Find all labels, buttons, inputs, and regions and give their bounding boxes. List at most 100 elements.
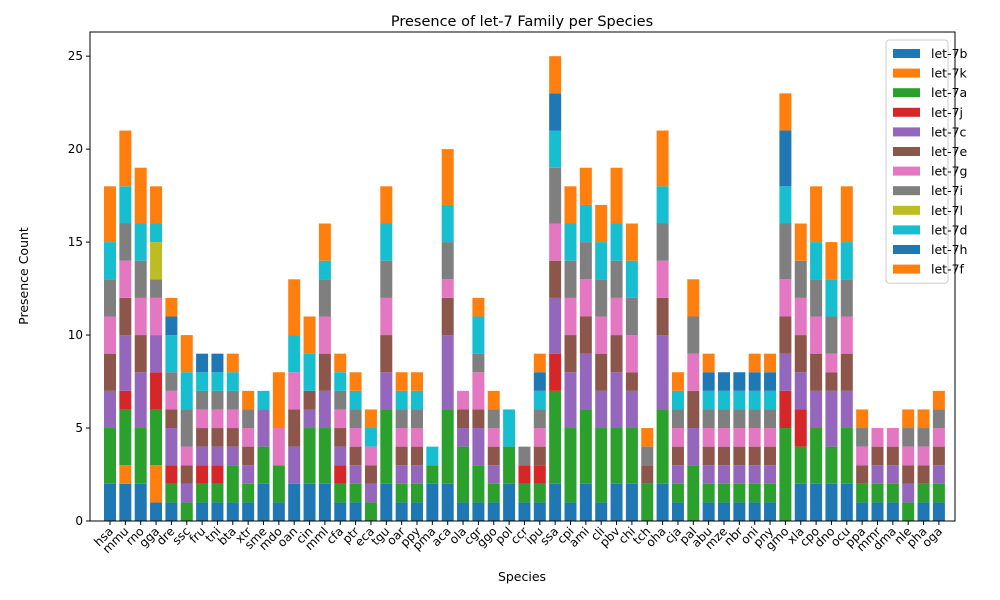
bar-segment-mmu-let-7b — [119, 483, 132, 521]
bar-segment-ola-let-7c — [457, 428, 470, 447]
bar-segment-rno-let-7c — [134, 372, 147, 429]
bar-segment-bta-let-7i — [226, 390, 239, 410]
bar-segment-pny-let-7i — [764, 409, 777, 429]
bar-segment-pbv-let-7g — [610, 297, 623, 336]
bar-segment-ggo-let-7i — [487, 409, 500, 429]
bar-segment-pbv-let-7e — [610, 335, 623, 373]
bar-segment-dre-let-7h — [165, 316, 178, 336]
bar-segment-abu-let-7i — [702, 409, 715, 429]
bar-segment-ipu-let-7i — [533, 409, 546, 429]
bar-segment-ppy-let-7g — [411, 428, 423, 447]
bar-segment-rno-let-7i — [134, 260, 147, 298]
bar-segment-aca-let-7b — [441, 483, 454, 521]
bar-segment-mmu-let-7d — [119, 186, 132, 224]
bar-segment-ssa-let-7d — [549, 130, 562, 168]
bar-segment-ami-let-7d — [579, 204, 592, 243]
bar-segment-xtr-let-7e — [242, 446, 255, 466]
bar-segment-dno-let-7c — [825, 390, 838, 447]
bar-segment-bta-let-7f — [226, 353, 239, 373]
bar-segment-oan-let-7f — [288, 279, 301, 336]
bar-segment-cin-let-7b — [303, 483, 316, 521]
bar-segment-ppy-let-7b — [411, 502, 423, 521]
bar-segment-mmr-let-7e — [871, 446, 884, 466]
bar-segment-mmr-let-7a — [871, 483, 884, 503]
bar-segment-ppy-let-7d — [411, 390, 423, 410]
bar-segment-abu-let-7f — [702, 353, 715, 373]
bar-segment-ppa-let-7i — [856, 428, 869, 447]
bar-segment-mze-let-7i — [718, 409, 730, 429]
bar-segment-ptr-let-7d — [349, 390, 362, 410]
bar-segment-pma-let-7b — [426, 483, 439, 521]
bar-segment-ipu-let-7h — [533, 372, 546, 391]
bar-segment-aca-let-7i — [441, 242, 454, 280]
bar-segment-ppa-let-7e — [856, 465, 869, 484]
bar-segment-ptr-let-7e — [349, 446, 362, 466]
legend-swatch-let-7j — [893, 107, 920, 117]
bar-segment-mze-let-7d — [718, 390, 730, 410]
bar-segment-cgr-let-7d — [472, 316, 485, 354]
bar-segment-oga-let-7f — [932, 390, 945, 410]
bar-segment-ami-let-7g — [579, 279, 592, 317]
bar-segment-tch-let-7a — [641, 483, 654, 521]
bar-segment-ptr-let-7f — [349, 372, 362, 391]
bar-segment-tgu-let-7e — [380, 335, 393, 373]
bar-segment-mmr-let-7c — [871, 465, 884, 484]
bar-segment-cja-let-7b — [671, 502, 684, 521]
y-axis: 0 5 10 15 20 25 — [68, 49, 90, 528]
bar-segment-ppy-let-7c — [411, 465, 423, 484]
bar-segment-ola-let-7e — [457, 409, 470, 429]
bar-segment-oha-let-7c — [656, 335, 669, 410]
bar-segment-ami-let-7a — [579, 409, 592, 484]
bar-segment-ccr-let-7j — [518, 465, 531, 484]
bar-segment-tgu-let-7g — [380, 297, 393, 336]
bar-segment-sme-let-7d — [257, 390, 270, 410]
bar-segment-cpo-let-7f — [810, 186, 823, 243]
bar-segment-ppa-let-7f — [856, 409, 869, 429]
bar-segment-ptr-let-7b — [349, 502, 362, 521]
bar-segment-pol-let-7d — [503, 409, 516, 447]
bar-segment-xla-let-7c — [794, 372, 807, 410]
y-tick-label: 15 — [68, 235, 83, 249]
bar-segment-abu-let-7c — [702, 465, 715, 484]
bar-segment-cli-let-7f — [595, 204, 608, 243]
bar-segment-ocu-let-7e — [840, 353, 853, 391]
bar-segment-ipu-let-7d — [533, 390, 546, 410]
bar-segment-ipu-let-7g — [533, 428, 546, 447]
bar-segment-ssa-let-7h — [549, 93, 562, 131]
bar-segment-mze-let-7a — [718, 483, 730, 503]
bar-segment-ssc-let-7f — [180, 335, 193, 373]
bar-segment-gga-let-7j — [150, 372, 163, 410]
bar-segment-xla-let-7e — [794, 335, 807, 373]
legend-label-let-7l: let-7l — [931, 203, 963, 218]
bar-segment-oha-let-7f — [656, 130, 669, 187]
bar-segment-oha-let-7i — [656, 223, 669, 261]
legend-swatch-let-7f — [893, 264, 920, 274]
bar-segment-aca-let-7a — [441, 409, 454, 484]
bar-segment-gmo-let-7d — [779, 186, 792, 224]
bar-segment-pbv-let-7a — [610, 428, 623, 484]
bar-segment-dma-let-7a — [886, 483, 899, 503]
bar-segment-dno-let-7d — [825, 279, 838, 317]
bar-segment-mmu-let-7i — [119, 223, 132, 261]
bar-segment-mml-let-7c — [318, 390, 331, 429]
bar-segment-nle-let-7e — [902, 465, 915, 484]
plot-frame — [89, 31, 956, 522]
bar-segment-abu-let-7b — [702, 502, 715, 521]
bar-segment-chi-let-7b — [625, 483, 638, 521]
bars-group — [104, 56, 945, 521]
bar-segment-nle-let-7i — [902, 428, 915, 447]
bar-segment-bta-let-7a — [226, 465, 239, 503]
bar-segment-ami-let-7c — [579, 353, 592, 410]
bar-segment-chi-let-7a — [625, 428, 638, 484]
bar-segment-fru-let-7i — [196, 390, 209, 410]
bar-segment-pbv-let-7i — [610, 260, 623, 298]
bar-segment-abu-let-7a — [702, 483, 715, 503]
bar-segment-gmo-let-7h — [779, 130, 792, 187]
bar-segment-cfa-let-7i — [334, 390, 347, 410]
legend-swatch-let-7e — [893, 147, 920, 156]
bar-segment-cgr-let-7f — [472, 297, 485, 317]
bar-segment-xla-let-7j — [794, 409, 807, 447]
bar-segment-mmu-let-7a — [119, 409, 132, 466]
bar-segment-gmo-let-7e — [779, 316, 792, 354]
bar-segment-cja-let-7c — [671, 465, 684, 484]
